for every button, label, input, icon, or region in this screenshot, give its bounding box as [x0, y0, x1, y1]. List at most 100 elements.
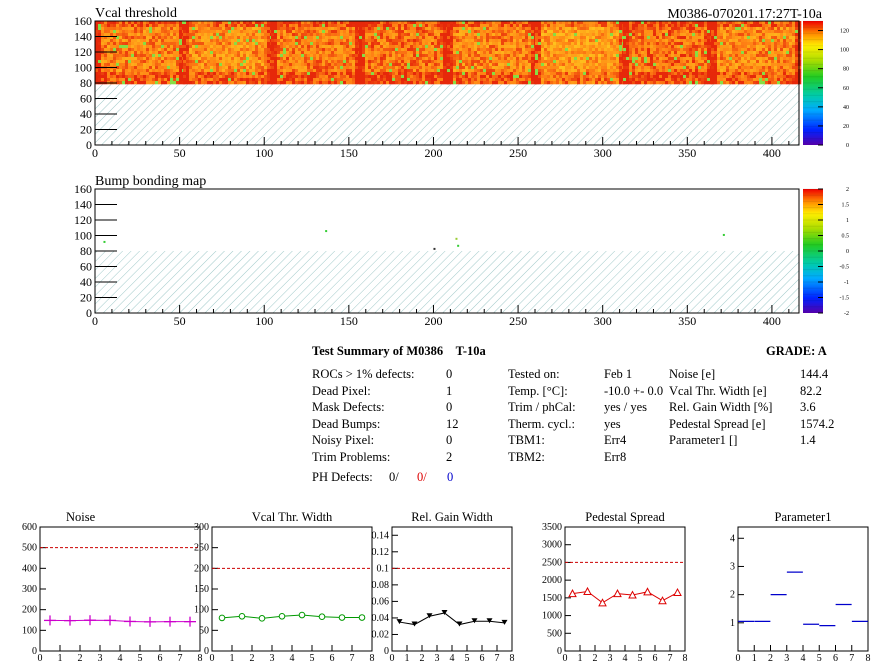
x-tick-label: 7: [495, 653, 500, 664]
x-tick-label: 2: [593, 653, 598, 664]
y-tick-label: 3500: [542, 522, 562, 533]
colorbar: 0 20 40 60 80 100 120: [803, 20, 849, 149]
data-point: [318, 613, 326, 620]
x-tick-label: 7: [849, 653, 854, 664]
x-tick-label: 2: [768, 653, 773, 664]
summary-label: Temp. [°C]:: [508, 383, 568, 398]
colorbar-tick-label: 0: [846, 249, 849, 255]
plot-frame: [391, 526, 513, 652]
data-point: [184, 616, 196, 627]
summary-label: Therm. cycl.:: [508, 416, 575, 431]
x-tick-label: 8: [683, 653, 688, 664]
summary-value: 1574.2: [800, 416, 835, 431]
colorbar-tick-label: -0.5: [840, 265, 850, 271]
summary-label: Dead Bumps:: [312, 416, 381, 431]
x-tick-label: 1: [58, 653, 63, 664]
y-tick-label: 100: [74, 61, 92, 75]
x-tick-label: 0: [390, 653, 395, 664]
y-tick-label: 160: [74, 182, 92, 196]
colorbar-tick-label: 0.5: [842, 234, 850, 240]
x-tick-label: 400: [763, 314, 781, 328]
y-tick-label: 0: [86, 306, 92, 320]
colorbar-tick-label: 120: [840, 29, 849, 35]
bump-defect: [457, 244, 460, 247]
x-tick-label: 4: [450, 653, 455, 664]
y-tick-label: 3: [730, 561, 735, 572]
data-point: [278, 612, 286, 620]
x-tick-label: 8: [866, 653, 871, 664]
y-tick-label: 100: [22, 625, 37, 636]
summary-value: -10.0 +- 0.0: [604, 383, 664, 398]
bump-defect: [433, 247, 436, 250]
x-tick-label: 400: [763, 146, 781, 160]
y-tick-label: 20: [80, 123, 92, 137]
y-tick-label: 80: [80, 244, 92, 258]
summary-value: Err4: [604, 433, 627, 447]
plot-title: Pedestal Spread: [585, 510, 665, 524]
y-tick-label: 0: [32, 646, 37, 657]
colorbar-tick-label: -1.5: [840, 296, 850, 302]
y-tick-label: 60: [80, 92, 92, 106]
masked-region: [95, 83, 799, 145]
summary-label: Dead Pixel:: [312, 383, 371, 398]
summary-title: Test Summary of M0386 T-10a: [312, 344, 486, 358]
x-tick-label: 200: [424, 146, 442, 160]
summary-label: Vcal Thr. Width [e]: [669, 383, 767, 398]
data-point: [673, 587, 682, 597]
x-tick-label: 8: [198, 653, 203, 664]
plot-title: Parameter1: [775, 510, 832, 524]
x-tick-label: 4: [801, 653, 806, 664]
bump-defect: [455, 237, 458, 240]
summary-value: 1: [446, 383, 453, 398]
x-tick-label: 0: [92, 146, 98, 160]
ph-defects-value-2: 0/: [416, 470, 427, 484]
plot-pedestal-spread: Pedestal Spread 0 500 1000 1500 2000 2500 3000 3…: [542, 510, 688, 664]
x-tick-label: 2: [420, 653, 425, 664]
heatmap-cells: [95, 21, 802, 85]
run-id-label: M0386-070201.17:27T-10a: [667, 7, 822, 22]
colorbar-tick-label: -1: [844, 280, 849, 286]
summary-label: Trim Problems:: [312, 449, 391, 464]
data-point: [298, 611, 306, 619]
x-tick-label: 300: [594, 146, 612, 160]
x-tick-label: 7: [668, 653, 673, 664]
summary-value: Feb 1: [604, 367, 633, 381]
summary-value: 82.2: [800, 383, 822, 398]
y-tick-label: 40: [80, 275, 92, 289]
series-line: [221, 614, 362, 619]
x-tick-label: 8: [370, 653, 375, 664]
y-tick-label: 120: [74, 45, 92, 59]
y-tick-label: 3000: [542, 540, 562, 551]
data-point: [658, 596, 667, 605]
x-tick-label: 3: [435, 653, 440, 664]
x-tick-label: 1: [405, 653, 410, 664]
summary-value: 144.4: [800, 367, 829, 381]
data-point: [44, 615, 56, 626]
x-tick-label: 3: [608, 653, 613, 664]
colorbar-tick-label: 1: [846, 218, 849, 224]
y-tick-label: 1000: [542, 611, 562, 622]
summary-label: Trim / phCal:: [508, 400, 576, 414]
x-tick-label: 6: [330, 653, 335, 664]
ph-defects-value-1: 0/: [389, 470, 399, 484]
x-tick-label: 7: [350, 653, 355, 664]
plot-frame: [564, 526, 686, 652]
y-tick-label: 150: [194, 584, 209, 595]
x-tick-label: 150: [340, 146, 358, 160]
x-tick-label: 1: [578, 653, 583, 664]
data-point: [471, 618, 478, 624]
x-tick-label: 0: [92, 314, 98, 328]
bump-defect: [325, 230, 328, 233]
summary-value: 0: [446, 400, 453, 414]
x-tick-label: 6: [158, 653, 163, 664]
data-point: [568, 589, 577, 598]
data-point: [411, 621, 418, 627]
summary-label: TBM2:: [508, 449, 545, 464]
data-point: [456, 621, 463, 627]
x-tick-label: 2: [78, 653, 83, 664]
y-tick-label: 50: [199, 625, 209, 636]
y-tick-label: 100: [74, 229, 92, 243]
x-tick-label: 350: [678, 146, 696, 160]
summary-value: yes: [604, 416, 621, 431]
